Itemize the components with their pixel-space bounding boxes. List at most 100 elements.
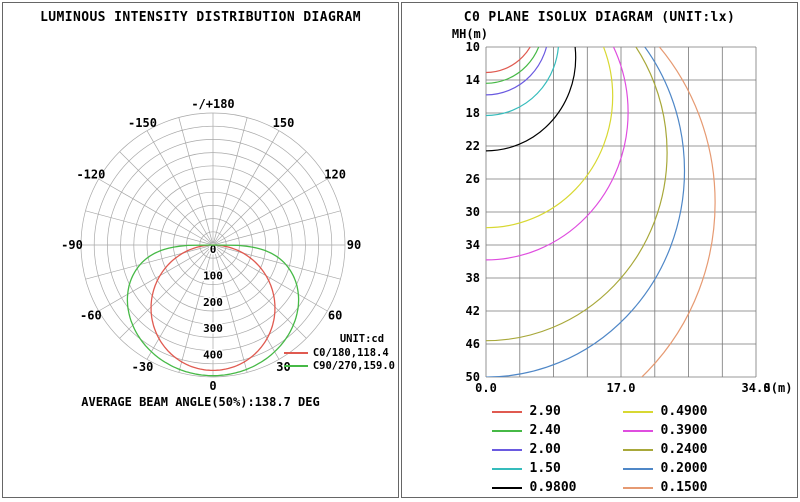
polar-grid-spoke: [212, 244, 248, 373]
legend-value-label: 0.1500: [660, 480, 708, 495]
isolux-contour-0.2400: [486, 47, 668, 342]
isolux-legend-col1: 2.90 2.40 2.00 1.50 0.9800: [491, 402, 577, 497]
polar-curve-c90-270: [126, 244, 300, 377]
isolux-contour-0.2000: [486, 47, 686, 377]
legend-row: 0.3900: [622, 421, 708, 440]
isolux-x-axis-title: S(m): [764, 381, 793, 395]
isolux-y-tick-label: 14: [466, 73, 480, 87]
isolux-contour-0.3900: [486, 47, 629, 261]
polar-angle-label: -120: [76, 168, 105, 182]
legend-value-label: 0.3900: [660, 423, 708, 438]
isolux-y-tick-label: 26: [466, 172, 480, 186]
isolux-y-tick-label: 42: [466, 304, 480, 318]
polar-angle-label: -30: [132, 360, 154, 374]
isolux-chart-svg: 10 14 18 22 26 30 34 38 42 46 500.0 17.0 34.0 MH(m) S(…: [452, 27, 793, 395]
isolux-y-tick-label: 34: [466, 238, 480, 252]
isolux-y-tick-label: 30: [466, 205, 480, 219]
isolux-y-tick-label: 22: [466, 139, 480, 153]
legend-line-swatch: [491, 429, 522, 432]
polar-radial-tick-label: 400: [203, 349, 223, 362]
polar-radial-tick-label: 300: [203, 322, 223, 335]
polar-radial-tick-label: 100: [203, 269, 223, 282]
legend-value-label: 0.4900: [660, 404, 708, 419]
isolux-legend: 2.90 2.40 2.00 1.50 0.9800 0.4900 0.3900 0.240…: [402, 402, 797, 497]
polar-angle-label: 150: [273, 116, 295, 130]
polar-angle-label: 120: [324, 168, 346, 182]
polar-angle-label: 60: [328, 309, 342, 323]
polar-angle-label: -150: [128, 116, 157, 130]
isolux-contour-0.1500: [640, 47, 716, 377]
legend-value-label: 2.90: [529, 404, 561, 419]
beam-angle-footer: AVERAGE BEAM ANGLE(50%):138.7 DEG: [81, 395, 320, 409]
legend-row: 0.2400: [622, 440, 708, 459]
isolux-legend-col2: 0.4900 0.3900 0.2400 0.2000 0.1500: [622, 402, 708, 497]
polar-grid-spoke: [212, 244, 341, 280]
isolux-y-tick-label: 18: [466, 106, 480, 120]
polar-grid-spoke: [98, 244, 214, 312]
legend-row: 2.90: [491, 402, 577, 421]
isolux-x-tick-label: 34.0: [742, 381, 771, 395]
legend-value-label: C0/180,118.4: [312, 346, 389, 359]
polar-chart-svg: -/+180 -150 150 -120 120 -90 90 -60 60 -30 300 0 100…: [61, 97, 361, 393]
isolux-x-tick-label: 0.0: [475, 381, 497, 395]
legend-value-label: 0.2000: [660, 461, 708, 476]
polar-grid-spoke: [212, 151, 307, 246]
polar-grid-spoke: [212, 244, 280, 360]
legend-value-label: 0.2400: [660, 442, 708, 457]
legend-row: 2.40: [491, 421, 577, 440]
legend-row: 2.00: [491, 440, 577, 459]
legend-row: 0.1500: [622, 478, 708, 497]
legend-line-swatch: [283, 364, 308, 367]
legend-line-swatch: [491, 410, 522, 413]
isolux-contour-0.4900: [486, 47, 614, 229]
polar-grid-spoke: [146, 130, 214, 246]
polar-legend-unit: UNIT:cd: [339, 333, 385, 345]
polar-grid-spoke: [212, 178, 328, 246]
legend-row: C0/180,118.4: [283, 346, 395, 359]
polar-angle-label: 90: [347, 238, 361, 252]
intensity-panel-title: LUMINOUS INTENSITY DISTRIBUTION DIAGRAM: [40, 10, 361, 25]
polar-angle-label: -/+180: [191, 97, 234, 111]
polar-grid-spoke: [119, 244, 214, 339]
legend-line-swatch: [491, 467, 522, 470]
isolux-y-tick-label: 38: [466, 271, 480, 285]
isolux-y-tick-label: 50: [466, 370, 480, 384]
legend-line-swatch: [622, 486, 653, 489]
polar-legend-rows: C0/180,118.4 C90/270,159.0: [283, 346, 395, 372]
legend-row: 0.4900: [622, 402, 708, 421]
legend-line-swatch: [283, 351, 308, 354]
isolux-y-tick-label: 46: [466, 337, 480, 351]
isolux-y-axis-title: MH(m): [452, 27, 488, 41]
polar-grid-spoke: [146, 244, 214, 360]
isolux-x-tick-label: 17.0: [607, 381, 636, 395]
isolux-panel: C0 PLANE ISOLUX DIAGRAM (UNIT:lx) 10 14 18…: [401, 2, 798, 498]
polar-radial-tick-label: 0: [210, 243, 217, 256]
legend-line-swatch: [622, 429, 653, 432]
polar-grid-spoke: [178, 117, 214, 246]
legend-line-swatch: [491, 486, 522, 489]
polar-grid-spoke: [212, 244, 307, 339]
legend-line-swatch: [622, 467, 653, 470]
isolux-contour-0.9800: [486, 47, 577, 152]
legend-value-label: 2.40: [529, 423, 561, 438]
legend-value-label: C90/270,159.0: [312, 359, 395, 372]
polar-angle-label: -60: [80, 309, 102, 323]
legend-row: 0.9800: [491, 478, 577, 497]
isolux-y-tick-label: 10: [466, 40, 480, 54]
polar-angle-label: 30: [276, 360, 290, 374]
intensity-distribution-panel: LUMINOUS INTENSITY DISTRIBUTION DIAGRAM …: [2, 2, 399, 498]
polar-grid-spoke: [212, 210, 341, 246]
legend-line-swatch: [622, 448, 653, 451]
polar-grid-spoke: [98, 178, 214, 246]
polar-grid-spoke: [85, 244, 214, 280]
legend-line-swatch: [491, 448, 522, 451]
legend-value-label: 2.00: [529, 442, 561, 457]
legend-row: 0.2000: [622, 459, 708, 478]
polar-angle-label: -90: [61, 238, 83, 252]
polar-grid-spoke: [85, 210, 214, 246]
isolux-panel-title: C0 PLANE ISOLUX DIAGRAM (UNIT:lx): [463, 10, 736, 25]
polar-grid-spoke: [212, 244, 328, 312]
polar-grid-spoke: [178, 244, 214, 373]
polar-curve-c0-180: [150, 244, 276, 372]
